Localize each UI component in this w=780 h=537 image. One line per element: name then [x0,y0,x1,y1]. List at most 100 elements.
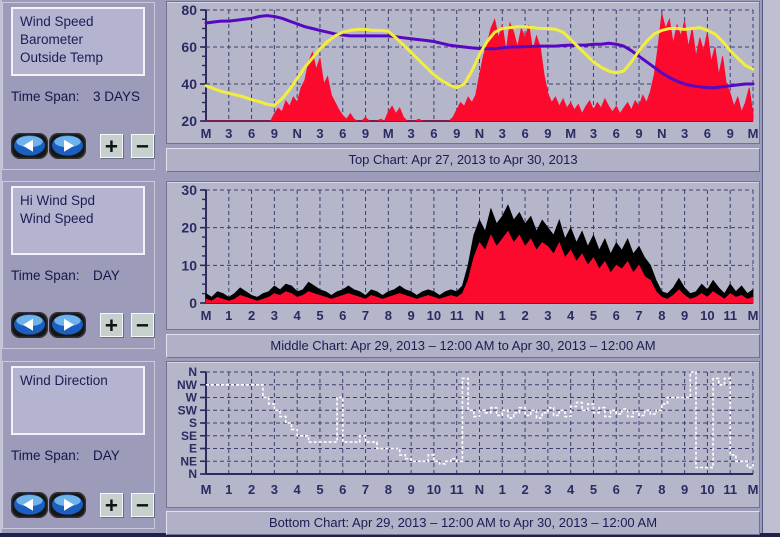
svg-text:6: 6 [521,126,528,141]
svg-text:60: 60 [181,39,197,55]
svg-text:7: 7 [635,308,642,323]
forward-icon [49,312,86,338]
forward-button[interactable] [49,312,86,338]
svg-text:80: 80 [181,2,197,18]
list-item[interactable]: Wind Speed [20,14,94,29]
list-item[interactable]: Outside Temp [20,50,104,65]
svg-text:11: 11 [723,482,737,497]
svg-text:3: 3 [590,126,597,141]
svg-text:9: 9 [408,308,415,323]
window-left-edge [0,0,2,537]
zoom-out-button[interactable]: − [131,134,154,158]
svg-text:W: W [186,391,198,405]
middle-chart-controls: Hi Wind Spd Wind Speed Time Span: DAY [2,181,155,349]
list-item[interactable]: Wind Speed [20,211,94,226]
svg-text:NW: NW [177,378,198,392]
middle-series-listbox[interactable]: Hi Wind Spd Wind Speed [11,186,145,255]
svg-text:N: N [475,126,484,141]
svg-text:11: 11 [450,308,464,323]
svg-text:9: 9 [453,126,460,141]
svg-text:N: N [188,467,197,481]
forward-icon [49,133,86,159]
svg-text:8: 8 [385,308,392,323]
time-span-label: Time Span: [11,448,80,463]
svg-text:1: 1 [225,308,232,323]
svg-text:20: 20 [181,220,197,236]
svg-text:3: 3 [681,126,688,141]
svg-text:0: 0 [189,295,197,311]
top-time-span: Time Span: 3 DAYS [11,89,151,104]
svg-text:7: 7 [362,482,369,497]
svg-text:9: 9 [681,482,688,497]
top-chart-caption: Top Chart: Apr 27, 2013 to Apr 30, 2013 [166,148,760,172]
svg-text:4: 4 [294,308,302,323]
svg-text:SE: SE [181,429,197,443]
forward-button[interactable] [49,133,86,159]
svg-text:10: 10 [700,482,714,497]
svg-text:3: 3 [544,308,551,323]
svg-text:7: 7 [362,308,369,323]
svg-text:3: 3 [544,482,551,497]
svg-text:M: M [383,126,394,141]
svg-text:3: 3 [271,308,278,323]
svg-text:N: N [188,365,197,379]
svg-text:40: 40 [181,76,197,92]
svg-text:4: 4 [294,482,302,497]
svg-text:3: 3 [271,482,278,497]
list-item[interactable]: Hi Wind Spd [20,193,96,208]
time-span-value: DAY [93,268,120,283]
svg-text:6: 6 [613,482,620,497]
forward-button[interactable] [49,492,86,518]
svg-text:11: 11 [450,482,464,497]
svg-text:M: M [201,482,212,497]
zoom-out-button[interactable]: − [131,493,154,517]
svg-text:9: 9 [544,126,551,141]
svg-text:1: 1 [499,308,506,323]
svg-text:NE: NE [180,454,197,468]
top-chart-controls: Wind Speed Barometer Outside Temp Time S… [2,2,155,170]
svg-text:3: 3 [316,126,323,141]
bottom-chart-canvas[interactable]: M 1 2 3 4 5 6 7 8 9 10 11 N 1 2 3 4 5 6 7 8 9 10 11 MNNWWSWSSEEN… [167,362,759,507]
svg-text:8: 8 [385,482,392,497]
svg-text:20: 20 [181,113,197,129]
svg-text:5: 5 [316,308,323,323]
svg-text:7: 7 [635,482,642,497]
svg-text:M: M [201,126,212,141]
window-bottom-edge [0,533,780,537]
svg-text:1: 1 [499,482,506,497]
svg-text:M: M [748,482,759,497]
svg-text:2: 2 [248,482,255,497]
middle-chart-panel: M 1 2 3 4 5 6 7 8 9 10 11 N 1 2 3 4 5 6 7 8 9 10 11 M 0 10 20 30 [166,181,760,330]
list-item[interactable]: Barometer [20,32,84,47]
svg-text:M: M [748,126,759,141]
svg-text:5: 5 [590,482,597,497]
svg-text:N: N [292,126,301,141]
svg-text:3: 3 [408,126,415,141]
svg-text:6: 6 [613,308,620,323]
back-icon [11,492,48,518]
svg-text:10: 10 [700,308,714,323]
svg-text:SW: SW [178,403,198,417]
svg-text:E: E [189,442,197,456]
svg-text:10: 10 [181,257,197,273]
back-button[interactable] [11,492,48,518]
top-chart-panel: M 3 6 9 N 3 6 9 M 3 6 9 N 3 6 9 M 3 6 9 N 3 6 9 M 20 40 60 80 [166,1,760,144]
top-series-listbox[interactable]: Wind Speed Barometer Outside Temp [11,7,145,76]
list-item[interactable]: Wind Direction [20,373,108,388]
bottom-series-listbox[interactable]: Wind Direction [11,366,145,435]
zoom-in-button[interactable]: + [100,134,123,158]
back-icon [11,312,48,338]
svg-text:11: 11 [723,308,737,323]
svg-text:8: 8 [658,482,665,497]
svg-text:4: 4 [567,482,575,497]
zoom-in-button[interactable]: + [100,313,123,337]
svg-text:9: 9 [408,482,415,497]
zoom-in-button[interactable]: + [100,493,123,517]
back-button[interactable] [11,133,48,159]
bottom-chart-panel: M 1 2 3 4 5 6 7 8 9 10 11 N 1 2 3 4 5 6 7 8 9 10 11 M N NW W SW S SE E N… [166,361,760,508]
back-button[interactable] [11,312,48,338]
zoom-out-button[interactable]: − [131,313,154,337]
svg-text:9: 9 [681,308,688,323]
